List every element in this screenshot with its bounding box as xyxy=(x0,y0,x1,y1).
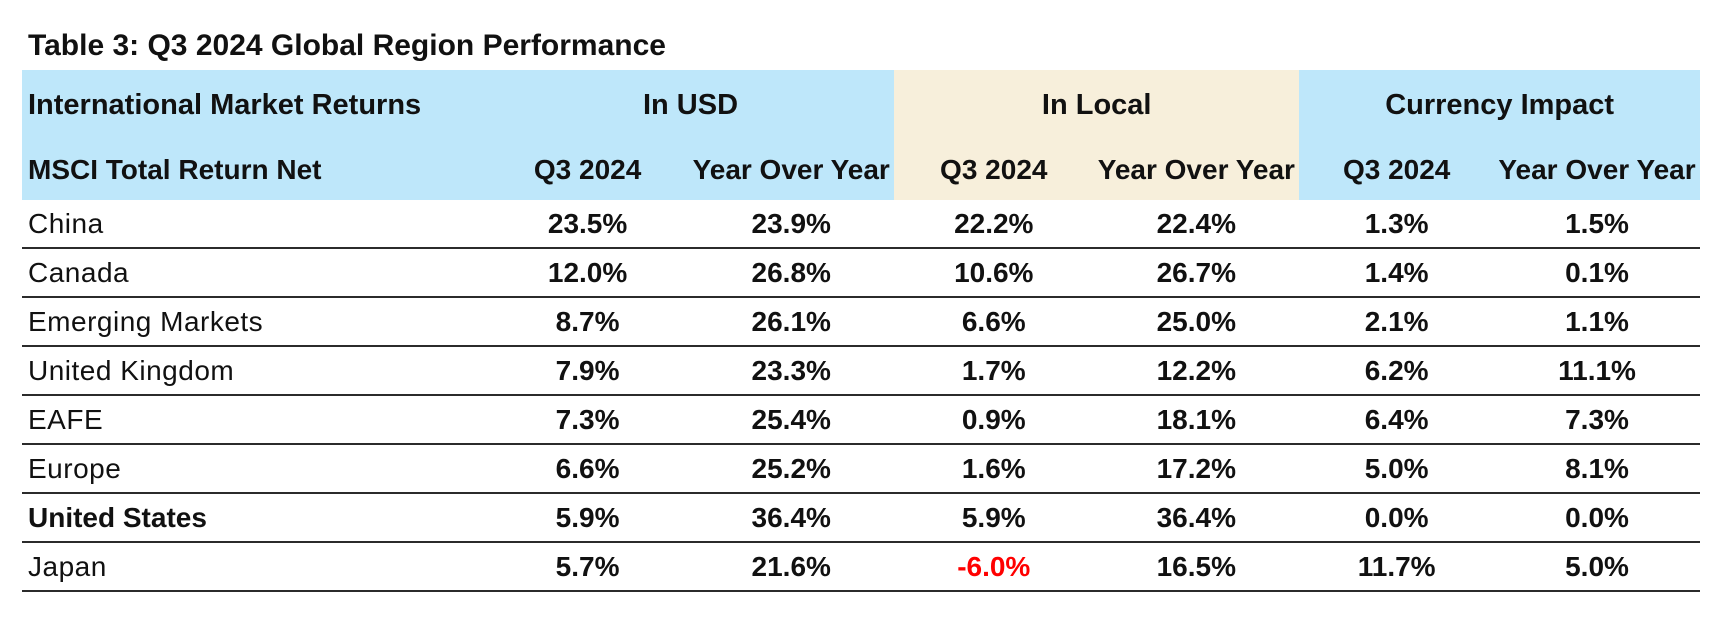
table-row: Japan 5.7% 21.6% -6.0% 16.5% 11.7% 5.0% xyxy=(22,542,1700,592)
cur-yoy-cell: 8.1% xyxy=(1494,444,1700,494)
cur-yoy-cell: 11.1% xyxy=(1494,346,1700,396)
cur-yoy-cell: 0.1% xyxy=(1494,248,1700,298)
local-q3-cell: 0.9% xyxy=(894,395,1094,445)
header-group-row: International Market Returns In USD In L… xyxy=(22,70,1700,140)
header-local-q3: Q3 2024 xyxy=(894,140,1094,200)
local-q3-cell: -6.0% xyxy=(894,542,1094,592)
cur-q3-cell: 6.2% xyxy=(1299,346,1495,396)
usd-q3-cell: 5.7% xyxy=(486,542,689,592)
usd-yoy-cell: 25.2% xyxy=(688,444,895,494)
cur-yoy-cell: 1.1% xyxy=(1494,297,1700,347)
region-name-cell: EAFE xyxy=(22,395,487,445)
table-row: Canada 12.0% 26.8% 10.6% 26.7% 1.4% 0.1% xyxy=(22,248,1700,298)
header-local-yoy: Year Over Year xyxy=(1093,140,1300,200)
local-yoy-cell: 16.5% xyxy=(1093,542,1300,592)
cur-yoy-cell: 1.5% xyxy=(1494,200,1700,249)
local-q3-cell: 22.2% xyxy=(894,200,1094,249)
header-group-in-local: In Local xyxy=(894,70,1300,140)
local-q3-cell: 1.6% xyxy=(894,444,1094,494)
cur-yoy-cell: 0.0% xyxy=(1494,493,1700,543)
cur-q3-cell: 6.4% xyxy=(1299,395,1495,445)
usd-q3-cell: 12.0% xyxy=(486,248,689,298)
local-yoy-cell: 26.7% xyxy=(1093,248,1300,298)
region-name-cell: United States xyxy=(22,493,487,543)
region-name-cell: United Kingdom xyxy=(22,346,487,396)
usd-q3-cell: 5.9% xyxy=(486,493,689,543)
local-yoy-cell: 18.1% xyxy=(1093,395,1300,445)
cur-q3-cell: 2.1% xyxy=(1299,297,1495,347)
usd-yoy-cell: 21.6% xyxy=(688,542,895,592)
usd-yoy-cell: 25.4% xyxy=(688,395,895,445)
local-q3-cell: 6.6% xyxy=(894,297,1094,347)
table-row: United Kingdom 7.9% 23.3% 1.7% 12.2% 6.2% 11.1… xyxy=(22,346,1700,396)
usd-yoy-cell: 36.4% xyxy=(688,493,895,543)
cur-q3-cell: 11.7% xyxy=(1299,542,1495,592)
header-group-in-usd: In USD xyxy=(486,70,895,140)
local-yoy-cell: 36.4% xyxy=(1093,493,1300,543)
region-name-cell: Europe xyxy=(22,444,487,494)
table-row: EAFE 7.3% 25.4% 0.9% 18.1% 6.4% 7.3% xyxy=(22,395,1700,445)
table-row: Europe 6.6% 25.2% 1.6% 17.2% 5.0% 8.1% xyxy=(22,444,1700,494)
region-name-cell: Emerging Markets xyxy=(22,297,487,347)
local-yoy-cell: 17.2% xyxy=(1093,444,1300,494)
table-row: United States 5.9% 36.4% 5.9% 36.4% 0.0% 0.0% xyxy=(22,493,1700,543)
region-name-cell: Canada xyxy=(22,248,487,298)
region-performance-table: International Market Returns In USD In L… xyxy=(22,70,1700,592)
header-sub-row: MSCI Total Return Net Q3 2024 Year Over … xyxy=(22,140,1700,200)
cur-q3-cell: 1.4% xyxy=(1299,248,1495,298)
usd-q3-cell: 7.3% xyxy=(486,395,689,445)
table-row: China 23.5% 23.9% 22.2% 22.4% 1.3% 1.5% xyxy=(22,200,1700,249)
header-usd-q3: Q3 2024 xyxy=(486,140,689,200)
cur-yoy-cell: 7.3% xyxy=(1494,395,1700,445)
header-international-market-returns: International Market Returns xyxy=(22,70,487,140)
table-title: Table 3: Q3 2024 Global Region Performan… xyxy=(28,29,666,62)
usd-q3-cell: 7.9% xyxy=(486,346,689,396)
header-currency-q3: Q3 2024 xyxy=(1299,140,1495,200)
header-usd-yoy: Year Over Year xyxy=(688,140,895,200)
performance-table-container: Table 3: Q3 2024 Global Region Performan… xyxy=(22,22,1700,592)
usd-yoy-cell: 26.1% xyxy=(688,297,895,347)
local-q3-cell: 1.7% xyxy=(894,346,1094,396)
usd-yoy-cell: 26.8% xyxy=(688,248,895,298)
usd-q3-cell: 8.7% xyxy=(486,297,689,347)
local-q3-cell: 5.9% xyxy=(894,493,1094,543)
table-row: Emerging Markets 8.7% 26.1% 6.6% 25.0% 2.1% 1.… xyxy=(22,297,1700,347)
local-yoy-cell: 25.0% xyxy=(1093,297,1300,347)
region-name-cell: China xyxy=(22,200,487,249)
header-msci-total-return-net: MSCI Total Return Net xyxy=(22,140,487,200)
cur-q3-cell: 1.3% xyxy=(1299,200,1495,249)
header-currency-yoy: Year Over Year xyxy=(1494,140,1700,200)
cur-q3-cell: 0.0% xyxy=(1299,493,1495,543)
local-q3-cell: 10.6% xyxy=(894,248,1094,298)
region-name-cell: Japan xyxy=(22,542,487,592)
cur-q3-cell: 5.0% xyxy=(1299,444,1495,494)
cur-yoy-cell: 5.0% xyxy=(1494,542,1700,592)
local-yoy-cell: 12.2% xyxy=(1093,346,1300,396)
usd-q3-cell: 6.6% xyxy=(486,444,689,494)
usd-yoy-cell: 23.3% xyxy=(688,346,895,396)
table-body: China 23.5% 23.9% 22.2% 22.4% 1.3% 1.5% Canada 1… xyxy=(22,200,1700,592)
header-group-currency-impact: Currency Impact xyxy=(1299,70,1700,140)
usd-yoy-cell: 23.9% xyxy=(688,200,895,249)
usd-q3-cell: 23.5% xyxy=(486,200,689,249)
local-yoy-cell: 22.4% xyxy=(1093,200,1300,249)
